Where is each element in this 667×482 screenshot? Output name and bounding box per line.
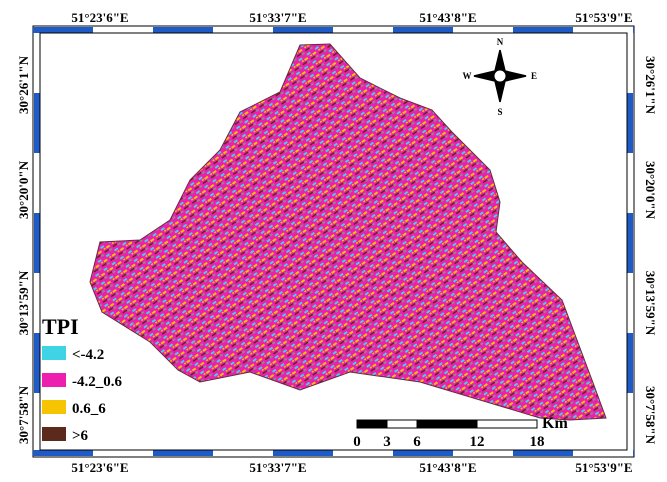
frame-segment xyxy=(393,450,453,456)
scale-tick-label: 0 xyxy=(353,434,361,450)
frame-segment xyxy=(633,450,634,456)
legend-title: TPI xyxy=(42,314,79,339)
legend-label: -4.2_0.6 xyxy=(72,374,122,390)
longitude-label: 51°23'6"E xyxy=(71,10,128,25)
frame-segment xyxy=(627,33,633,93)
latitude-label: 30°26'1"N xyxy=(16,55,31,114)
scale-tick-label: 12 xyxy=(470,434,485,450)
scale-tick-label: 6 xyxy=(413,434,421,450)
latitude-label: 30°7'58"N xyxy=(16,385,31,444)
longitude-label: 51°33'7"E xyxy=(249,10,306,25)
frame-segment xyxy=(93,27,153,33)
frame-segment xyxy=(333,450,393,456)
longitude-label: 51°53'9"E xyxy=(575,460,632,475)
legend-swatch xyxy=(42,373,66,387)
frame-segment xyxy=(34,93,40,153)
frame-segment xyxy=(627,393,633,450)
legend-swatch xyxy=(42,427,66,441)
frame-segment xyxy=(627,213,633,273)
compass-w: W xyxy=(463,71,472,81)
frame-segment xyxy=(33,450,93,456)
frame-segment xyxy=(34,33,40,93)
frame-segment xyxy=(273,450,333,456)
watershed xyxy=(89,43,607,421)
frame-segment xyxy=(153,27,213,33)
legend-swatch xyxy=(42,346,66,360)
frame-segment xyxy=(34,273,40,333)
latitude-label: 30°13'59"N xyxy=(16,270,31,335)
compass-s: S xyxy=(497,107,502,117)
frame-segment xyxy=(453,450,513,456)
frame-segment xyxy=(627,153,633,213)
frame-segment xyxy=(453,27,513,33)
frame-segment xyxy=(513,27,573,33)
compass-n: N xyxy=(497,37,504,47)
frame-segment xyxy=(627,93,633,153)
frame-segment xyxy=(33,27,93,33)
scale-tick-label: 3 xyxy=(383,434,391,450)
frame-segment xyxy=(573,450,633,456)
frame-segment xyxy=(213,450,273,456)
longitude-label: 51°43'8"E xyxy=(419,460,476,475)
frame-segment xyxy=(333,27,393,33)
frame-segment xyxy=(273,27,333,33)
scale-segment xyxy=(416,419,478,429)
frame-segment xyxy=(34,213,40,273)
longitude-label: 51°43'8"E xyxy=(419,10,476,25)
latitude-label: 30°26'1"N xyxy=(643,56,658,115)
longitude-label: 51°33'7"E xyxy=(249,460,306,475)
latitude-label: 30°20'0"N xyxy=(16,160,31,219)
frame-segment xyxy=(93,450,153,456)
scale-segment xyxy=(356,419,388,429)
frame-segment xyxy=(213,27,273,33)
legend-label: >6 xyxy=(72,428,89,444)
legend-label: 0.6_6 xyxy=(72,401,106,417)
latitude-label: 30°13'59"N xyxy=(643,271,658,336)
scale-segment xyxy=(476,419,538,429)
compass-e: E xyxy=(531,71,537,81)
frame-segment xyxy=(34,393,40,450)
scale-unit: Km xyxy=(542,415,568,432)
frame-segment xyxy=(513,450,573,456)
frame-segment xyxy=(393,27,453,33)
frame-segment xyxy=(573,27,633,33)
frame-segment xyxy=(34,333,40,393)
frame-segment xyxy=(633,27,634,33)
compass xyxy=(473,49,527,103)
frame-segment xyxy=(627,333,633,393)
scale-segment xyxy=(386,419,418,429)
frame-segment xyxy=(627,273,633,333)
longitude-label: 51°53'9"E xyxy=(575,10,632,25)
latitude-label: 30°7'58"N xyxy=(643,386,658,445)
frame-segment xyxy=(34,153,40,213)
legend-swatch xyxy=(42,400,66,414)
frame-segment xyxy=(153,450,213,456)
longitude-label: 51°23'6"E xyxy=(71,460,128,475)
scale-tick-label: 18 xyxy=(530,434,545,450)
legend-label: <-4.2 xyxy=(72,347,104,363)
latitude-label: 30°20'0"N xyxy=(643,161,658,220)
